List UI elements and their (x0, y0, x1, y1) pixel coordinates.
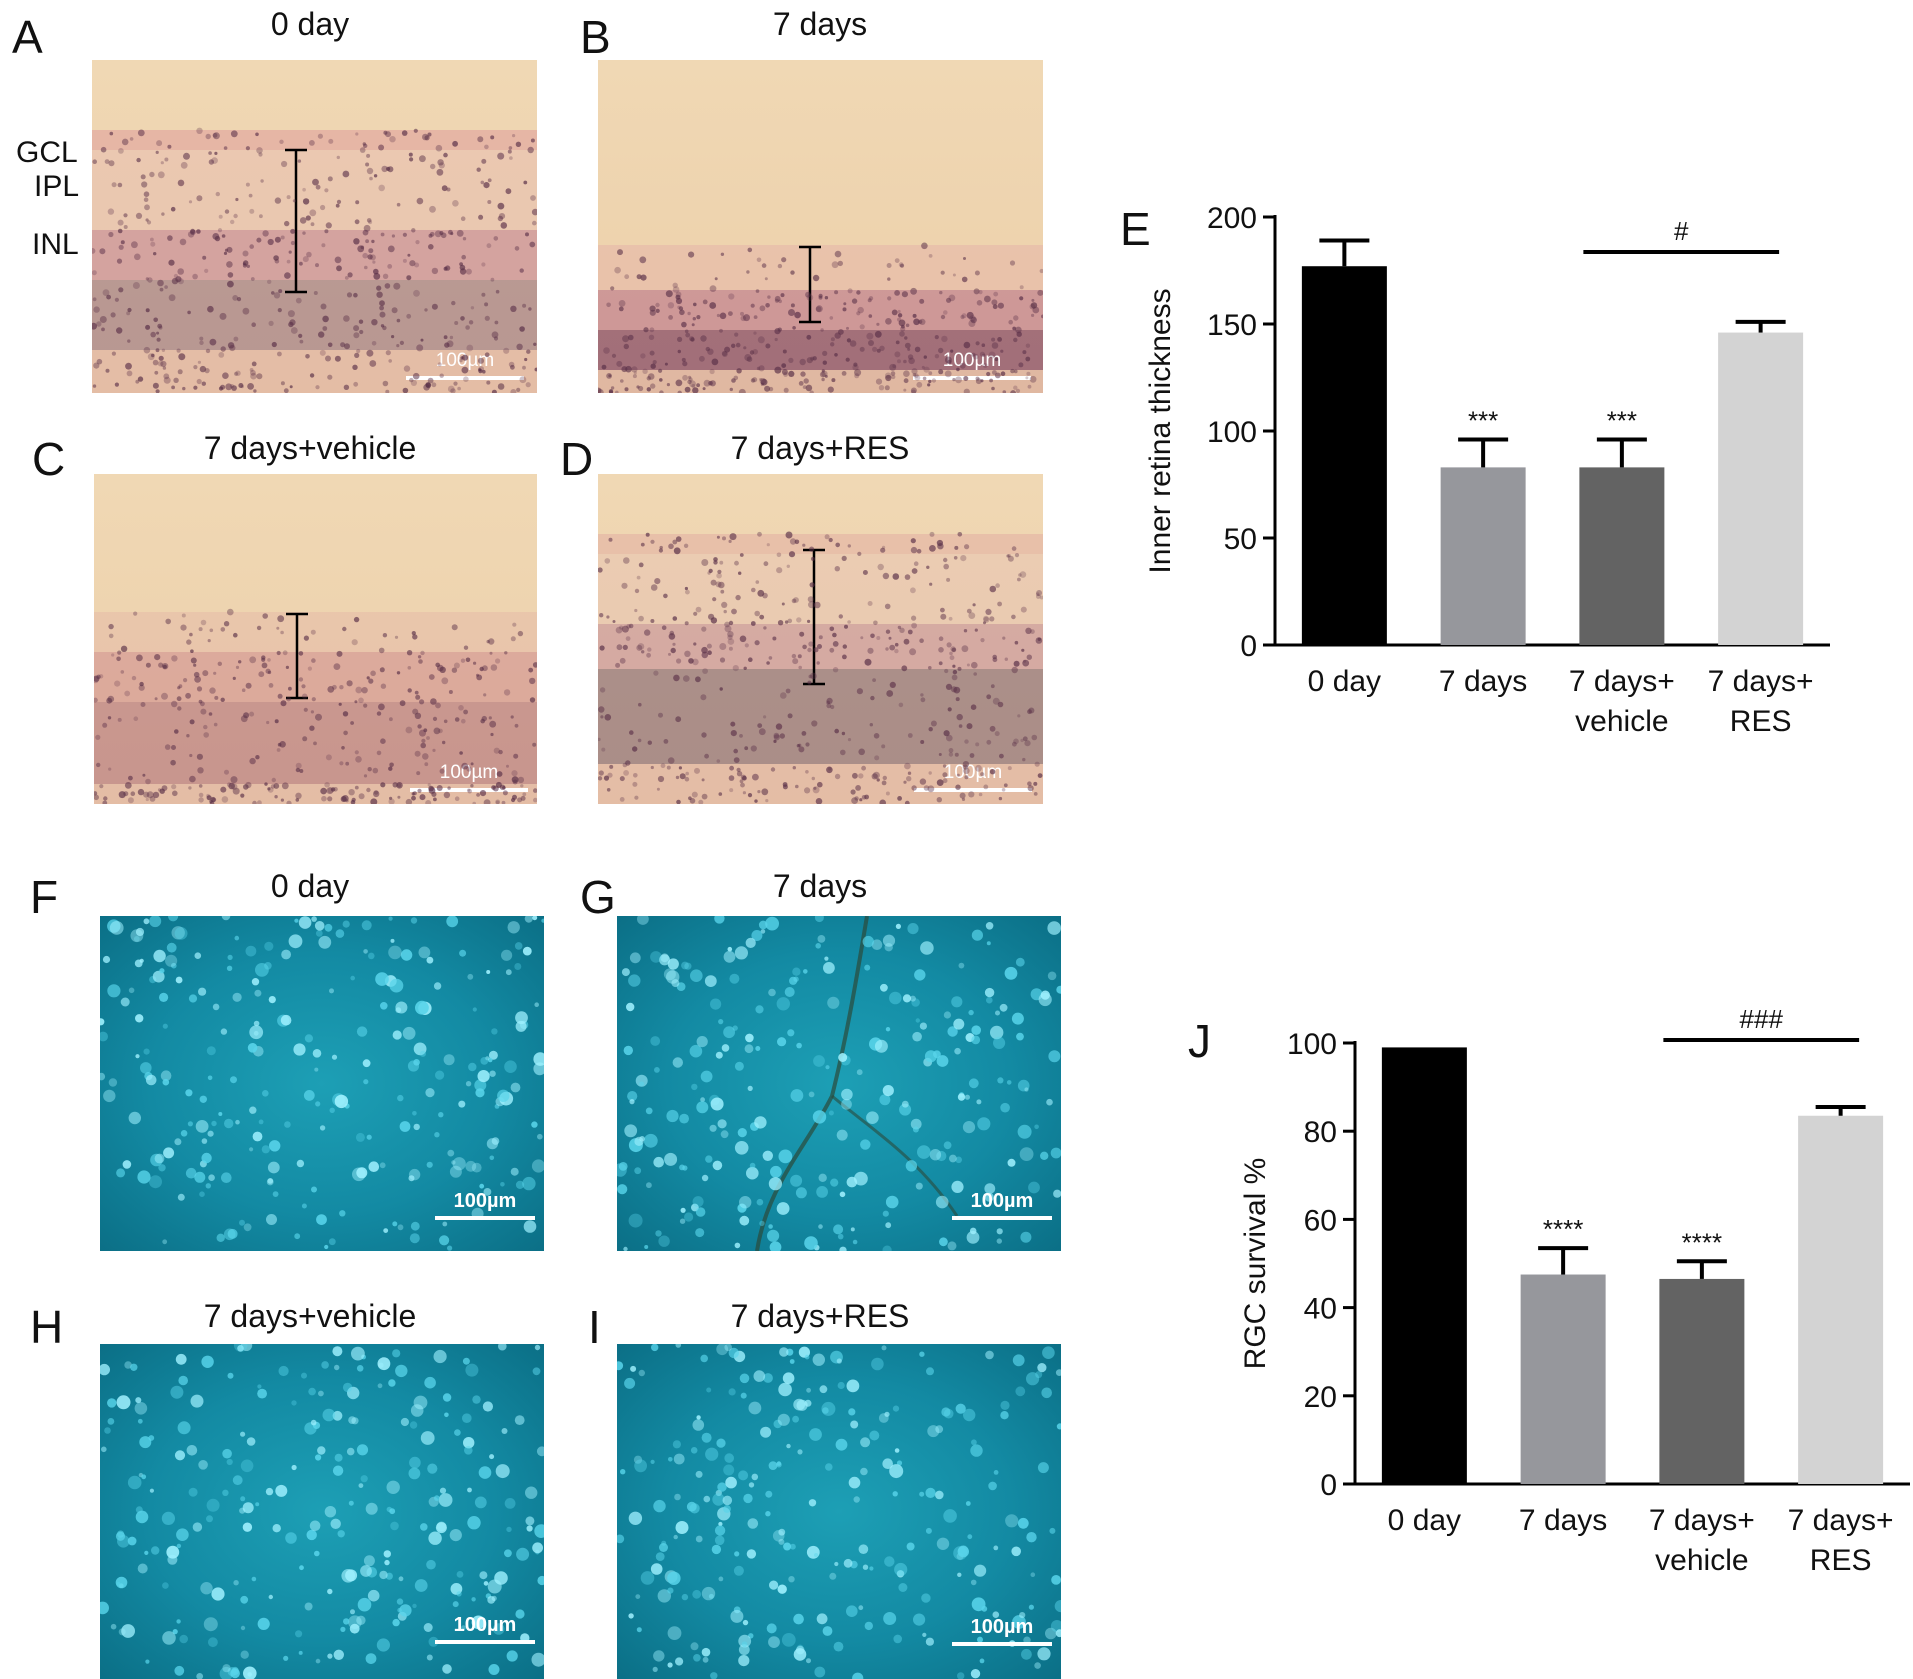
panel-letter: I (588, 1301, 601, 1353)
nuclei-texture (92, 127, 537, 393)
x-tick-label: 7 days+ (1708, 665, 1814, 698)
y-tick-label: 100 (1287, 1028, 1337, 1061)
panel-letter: G (580, 871, 616, 923)
comparison-label: # (1674, 216, 1689, 246)
x-tick-label: 0 day (1308, 665, 1381, 698)
fluorescence-micrograph: 100µm (100, 916, 544, 1251)
panel-title: 7 days (772, 868, 868, 904)
thickness-marker (799, 245, 821, 324)
panel-letter: F (30, 871, 59, 923)
y-tick-label: 40 (1304, 1293, 1337, 1326)
y-tick-label: 60 (1304, 1204, 1337, 1237)
scale-label: 100µm (970, 1616, 1034, 1638)
bar (1798, 1115, 1884, 1484)
he-micrograph: 100µm (598, 60, 1043, 393)
y-tick-label: 80 (1304, 1116, 1337, 1149)
bar-chart: 0 20 40 60 80 100 RGC survival % 0 day **** 7 day… (1239, 1004, 1910, 1577)
scale-bar (913, 376, 1031, 380)
scale-label: 100µm (453, 1190, 517, 1212)
scale-bar (406, 376, 524, 380)
nuclei-texture (94, 608, 537, 804)
chart-j: 0 20 40 60 80 100 RGC survival % 0 day **** 7 day… (1220, 1004, 1910, 1584)
x-tick-label: RES (1810, 1544, 1872, 1577)
panel-letter: H (30, 1301, 64, 1353)
y-axis-label: Inner retina thickness (1144, 288, 1177, 573)
x-tick-label: 0 day (1388, 1504, 1461, 1537)
x-tick-label: vehicle (1575, 705, 1668, 738)
significance-label: *** (1468, 406, 1498, 436)
cell-texture (100, 1344, 544, 1679)
scale-bar (914, 788, 1032, 792)
x-tick-label: RES (1730, 705, 1792, 738)
bar (1520, 1274, 1606, 1484)
bar (1579, 467, 1665, 645)
panel-letter: D (560, 433, 594, 485)
panel-title: 7 days (772, 6, 868, 42)
layer-label-gcl: GCL (16, 136, 78, 169)
panel-letter-j: J (1188, 1015, 1211, 1067)
bar (1381, 1047, 1467, 1484)
tissue-layers (94, 612, 537, 804)
y-tick-label: 50 (1224, 523, 1257, 556)
significance-label: *** (1607, 406, 1637, 436)
x-tick-label: 7 days+ (1569, 665, 1675, 698)
y-tick-label: 0 (1320, 1469, 1337, 1502)
thickness-marker (286, 612, 308, 700)
y-tick-label: 100 (1207, 416, 1257, 449)
bar (1440, 467, 1526, 645)
scale-label: 100µm (453, 1614, 517, 1636)
bar (1718, 332, 1804, 645)
significance-label: **** (1543, 1214, 1583, 1244)
scale-label: 100µm (942, 350, 1002, 371)
nuclei-texture (598, 242, 1043, 393)
y-axis-label: RGC survival % (1239, 1158, 1272, 1370)
he-micrograph: 100µm (94, 474, 537, 804)
panel-title: 7 days+vehicle (203, 430, 417, 466)
panel-letter-e: E (1120, 203, 1151, 255)
bar-chart: 0 50 100 150 200 Inner retina thickness 0 day *… (1144, 202, 1830, 738)
panel-letter: A (12, 11, 43, 63)
panel-letter: C (32, 433, 66, 485)
he-micrograph: 100µm (92, 60, 537, 393)
chart-e: 0 50 100 150 200 Inner retina thickness 0 day *… (1140, 190, 1900, 750)
y-tick-label: 20 (1304, 1381, 1337, 1414)
scale-bar (410, 788, 528, 792)
scale-bar (435, 1640, 535, 1644)
y-tick-label: 200 (1207, 202, 1257, 235)
x-tick-label: 7 days+ (1788, 1504, 1894, 1537)
panel-title: 7 days+vehicle (203, 1298, 417, 1334)
thickness-marker (285, 148, 307, 294)
y-tick-label: 150 (1207, 309, 1257, 342)
scale-bar (435, 1216, 535, 1220)
cell-texture (617, 916, 1061, 1251)
cell-texture (617, 1344, 1061, 1679)
x-tick-label: 7 days (1519, 1504, 1607, 1537)
x-tick-label: 7 days (1439, 665, 1527, 698)
scale-label: 100µm (439, 762, 499, 783)
x-tick-label: vehicle (1655, 1544, 1748, 1577)
layer-label-ipl: IPL (34, 170, 80, 203)
y-tick-label: 0 (1240, 630, 1257, 663)
bar (1659, 1278, 1745, 1484)
panel-title: 0 day (270, 868, 350, 904)
bar (1301, 266, 1387, 645)
comparison-label: ### (1740, 1004, 1784, 1034)
scale-label: 100µm (943, 762, 1003, 783)
fluorescence-micrograph: 100µm (617, 1344, 1061, 1679)
scale-bar (952, 1216, 1052, 1220)
x-tick-label: 7 days+ (1649, 1504, 1755, 1537)
he-micrograph: 100µm (598, 474, 1043, 804)
scale-label: 100µm (970, 1190, 1034, 1212)
nuclei-texture (598, 531, 1043, 804)
significance-label: **** (1682, 1227, 1722, 1257)
fluorescence-micrograph: 100µm (100, 1344, 544, 1679)
panel-letter: B (580, 11, 611, 63)
panel-title: 0 day (270, 6, 350, 42)
panel-title: 7 days+RES (730, 430, 910, 466)
layer-label-inl: INL (32, 228, 79, 261)
fluorescence-micrograph: 100µm (617, 916, 1061, 1251)
panel-title: 7 days+RES (730, 1298, 910, 1334)
scale-bar (952, 1642, 1052, 1646)
cell-texture (100, 916, 544, 1251)
